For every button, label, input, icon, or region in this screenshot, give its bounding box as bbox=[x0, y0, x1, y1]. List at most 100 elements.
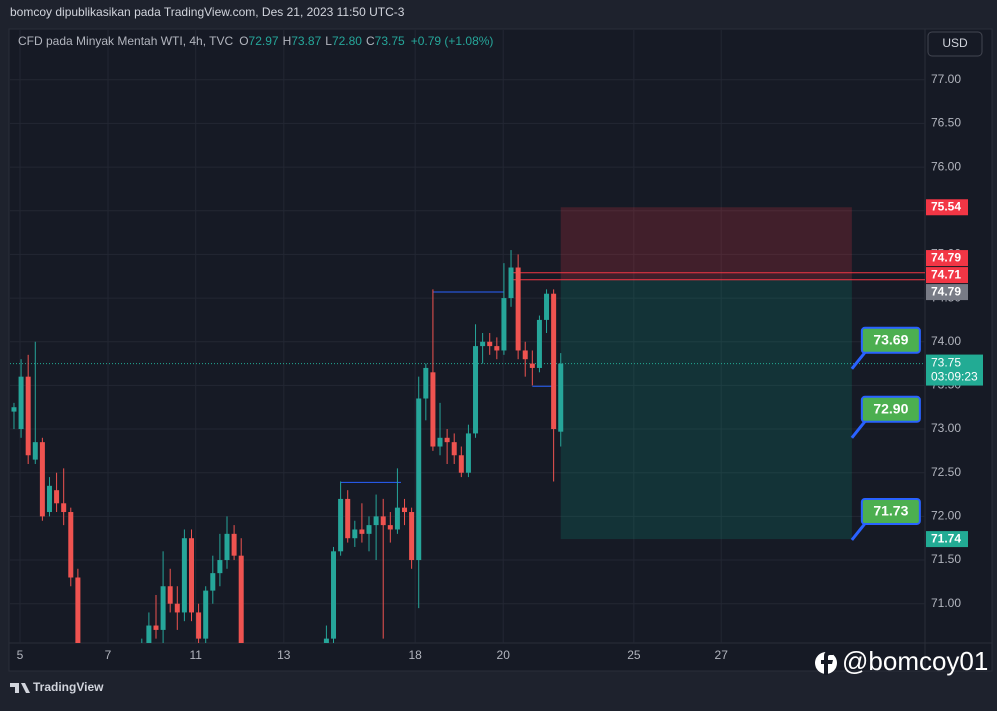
h-label: H bbox=[283, 34, 292, 48]
price-label-box bbox=[926, 531, 968, 548]
callout-label: 72.90 bbox=[873, 400, 908, 416]
candle-body bbox=[238, 555, 244, 643]
candle-body bbox=[458, 455, 464, 473]
x-tick-label: 27 bbox=[715, 648, 729, 662]
tv-logo bbox=[10, 683, 30, 693]
candle-body bbox=[174, 603, 180, 613]
candle-body bbox=[373, 516, 379, 526]
candle-body bbox=[345, 498, 351, 539]
axes: 71.0071.5072.0072.5073.0073.5074.0074.50… bbox=[17, 72, 983, 662]
candle-body bbox=[515, 267, 521, 351]
o-label: O bbox=[239, 34, 248, 48]
price-label-box bbox=[926, 267, 968, 284]
candle-body bbox=[558, 363, 564, 432]
candle-body bbox=[75, 577, 81, 643]
stop-zone bbox=[560, 207, 852, 280]
candle-body bbox=[416, 398, 422, 561]
candle-body bbox=[380, 516, 386, 526]
last-price-box bbox=[926, 354, 983, 386]
candle-body bbox=[61, 503, 67, 513]
y-tick-label: 72.00 bbox=[931, 509, 961, 523]
callout-box bbox=[860, 395, 921, 423]
price-label: 75.54 bbox=[931, 199, 961, 213]
price-label-box bbox=[926, 250, 968, 267]
candle-body bbox=[473, 346, 479, 434]
candle-body bbox=[25, 376, 31, 456]
candle-body bbox=[181, 538, 187, 613]
candle-body bbox=[203, 590, 209, 639]
callout-box bbox=[860, 497, 921, 525]
y-tick-label: 77.00 bbox=[931, 72, 961, 86]
x-tick-label: 25 bbox=[627, 648, 641, 662]
candle-body bbox=[39, 442, 45, 517]
x-tick-label: 5 bbox=[17, 648, 24, 662]
price-label-box bbox=[926, 199, 968, 216]
y-tick-label: 72.50 bbox=[931, 465, 961, 479]
currency[interactable]: USD bbox=[942, 36, 968, 50]
y-tick-label: 76.00 bbox=[931, 159, 961, 173]
x-tick-label: 11 bbox=[190, 648, 203, 662]
candle-body bbox=[224, 533, 230, 561]
change: +0.79 (+1.08%) bbox=[411, 34, 494, 48]
l-value: 72.80 bbox=[332, 34, 362, 48]
candle-body bbox=[494, 346, 500, 351]
candle-body bbox=[359, 529, 365, 534]
candle-body bbox=[352, 529, 358, 539]
h-value: 73.87 bbox=[291, 34, 321, 48]
candle-body bbox=[480, 341, 486, 347]
candle-body bbox=[68, 512, 74, 578]
price-label: 74.71 bbox=[931, 267, 961, 281]
candle-body bbox=[217, 560, 223, 574]
c-label: C bbox=[366, 34, 375, 48]
y-tick-label: 73.00 bbox=[931, 421, 961, 435]
candle-body bbox=[153, 625, 159, 630]
countdown: 03:09:23 bbox=[931, 370, 978, 384]
title: CFD pada Minyak Mentah WTI, 4h, TVC bbox=[18, 34, 234, 48]
candle-body bbox=[465, 433, 471, 473]
candle-body bbox=[46, 485, 52, 513]
candle-body bbox=[160, 586, 166, 630]
y-tick-label: 71.50 bbox=[931, 552, 961, 566]
candle-body bbox=[402, 507, 408, 513]
candle-body bbox=[529, 363, 535, 368]
candle-body bbox=[522, 350, 528, 360]
candle-body bbox=[451, 442, 457, 456]
callout-label: 71.73 bbox=[873, 503, 908, 519]
candle-body bbox=[210, 573, 216, 591]
candle-body bbox=[331, 551, 337, 639]
candle-body bbox=[338, 498, 344, 552]
candle-body bbox=[146, 625, 152, 643]
candle-body bbox=[444, 437, 450, 443]
chart-frame bbox=[8, 28, 993, 672]
candle-body bbox=[167, 586, 173, 604]
price-label: 74.79 bbox=[931, 284, 961, 298]
candle-body bbox=[544, 293, 550, 320]
candle-body bbox=[508, 267, 514, 299]
l-label: L bbox=[325, 34, 332, 48]
y-tick-label: 74.00 bbox=[931, 334, 961, 348]
candle-body bbox=[501, 298, 507, 351]
target-zone bbox=[560, 279, 852, 540]
candle-body bbox=[323, 638, 329, 643]
c-value: 73.75 bbox=[375, 34, 405, 48]
candle-body bbox=[487, 341, 493, 347]
candle-body bbox=[366, 525, 372, 534]
candle-body bbox=[536, 319, 542, 368]
candle-body bbox=[18, 376, 24, 430]
y-tick-label: 71.00 bbox=[931, 596, 961, 610]
x-tick-label: 7 bbox=[105, 648, 112, 662]
grid bbox=[10, 30, 925, 643]
candle-body bbox=[32, 442, 38, 460]
candle-body bbox=[409, 512, 415, 561]
x-tick-label: 20 bbox=[497, 648, 511, 662]
candle-body bbox=[54, 490, 60, 504]
candle-body bbox=[430, 372, 436, 447]
currency-button[interactable] bbox=[927, 31, 983, 57]
x-tick-label: 13 bbox=[277, 648, 291, 662]
candle-body bbox=[188, 538, 194, 613]
callout-box bbox=[860, 326, 921, 354]
candle-body bbox=[231, 533, 237, 556]
callout-label: 73.69 bbox=[873, 332, 908, 348]
